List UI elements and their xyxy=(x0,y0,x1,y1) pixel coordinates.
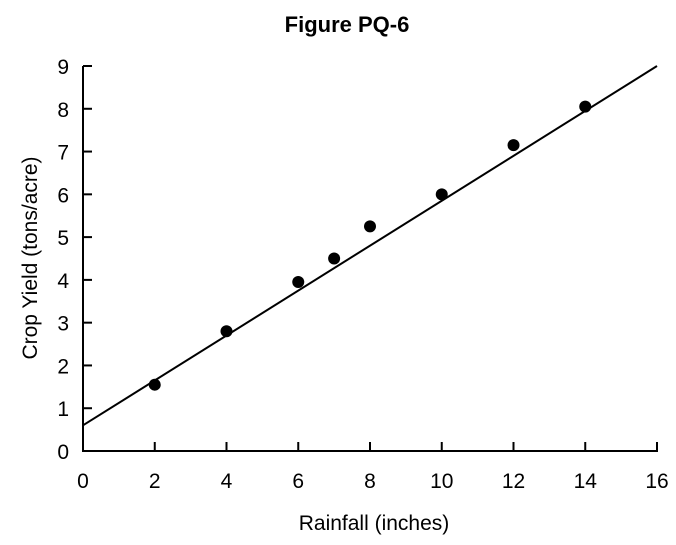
x-tick-label: 4 xyxy=(221,470,233,493)
y-tick-label: 8 xyxy=(57,99,69,122)
data-point xyxy=(579,100,592,113)
x-tick-label: 2 xyxy=(149,470,161,493)
trend-line xyxy=(82,65,658,427)
y-tick-label: 1 xyxy=(57,398,69,421)
x-tick-label: 12 xyxy=(502,470,525,493)
y-tick-label: 6 xyxy=(57,184,69,207)
y-tick-label: 0 xyxy=(57,441,69,464)
y-tick-label: 5 xyxy=(57,227,69,250)
x-tick-label: 14 xyxy=(574,470,598,493)
y-tick-label: 9 xyxy=(57,56,69,79)
y-tick-label: 7 xyxy=(57,142,69,165)
x-tick-label: 0 xyxy=(77,470,89,493)
data-point xyxy=(148,378,161,391)
data-point xyxy=(328,252,341,265)
data-point xyxy=(364,220,376,233)
chart-title: Figure PQ-6 xyxy=(285,12,410,37)
y-tick-label: 3 xyxy=(57,313,69,336)
data-point xyxy=(435,188,448,201)
x-tick-label: 8 xyxy=(364,470,376,493)
x-tick-label: 6 xyxy=(292,470,304,493)
data-point xyxy=(507,139,520,152)
y-tick-label: 4 xyxy=(57,270,69,293)
y-tick-label: 2 xyxy=(57,355,69,378)
x-tick-label: 10 xyxy=(430,470,453,493)
x-tick-label: 16 xyxy=(645,470,668,493)
x-axis-label: Rainfall (inches) xyxy=(299,512,450,535)
data-point xyxy=(220,325,233,338)
y-axis-label: Crop Yield (tons/acre) xyxy=(19,156,42,359)
data-point xyxy=(292,276,305,289)
